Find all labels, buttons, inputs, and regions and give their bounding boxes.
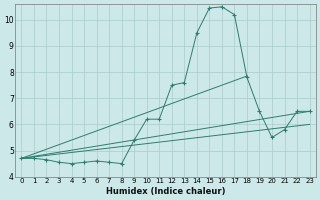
X-axis label: Humidex (Indice chaleur): Humidex (Indice chaleur): [106, 187, 225, 196]
